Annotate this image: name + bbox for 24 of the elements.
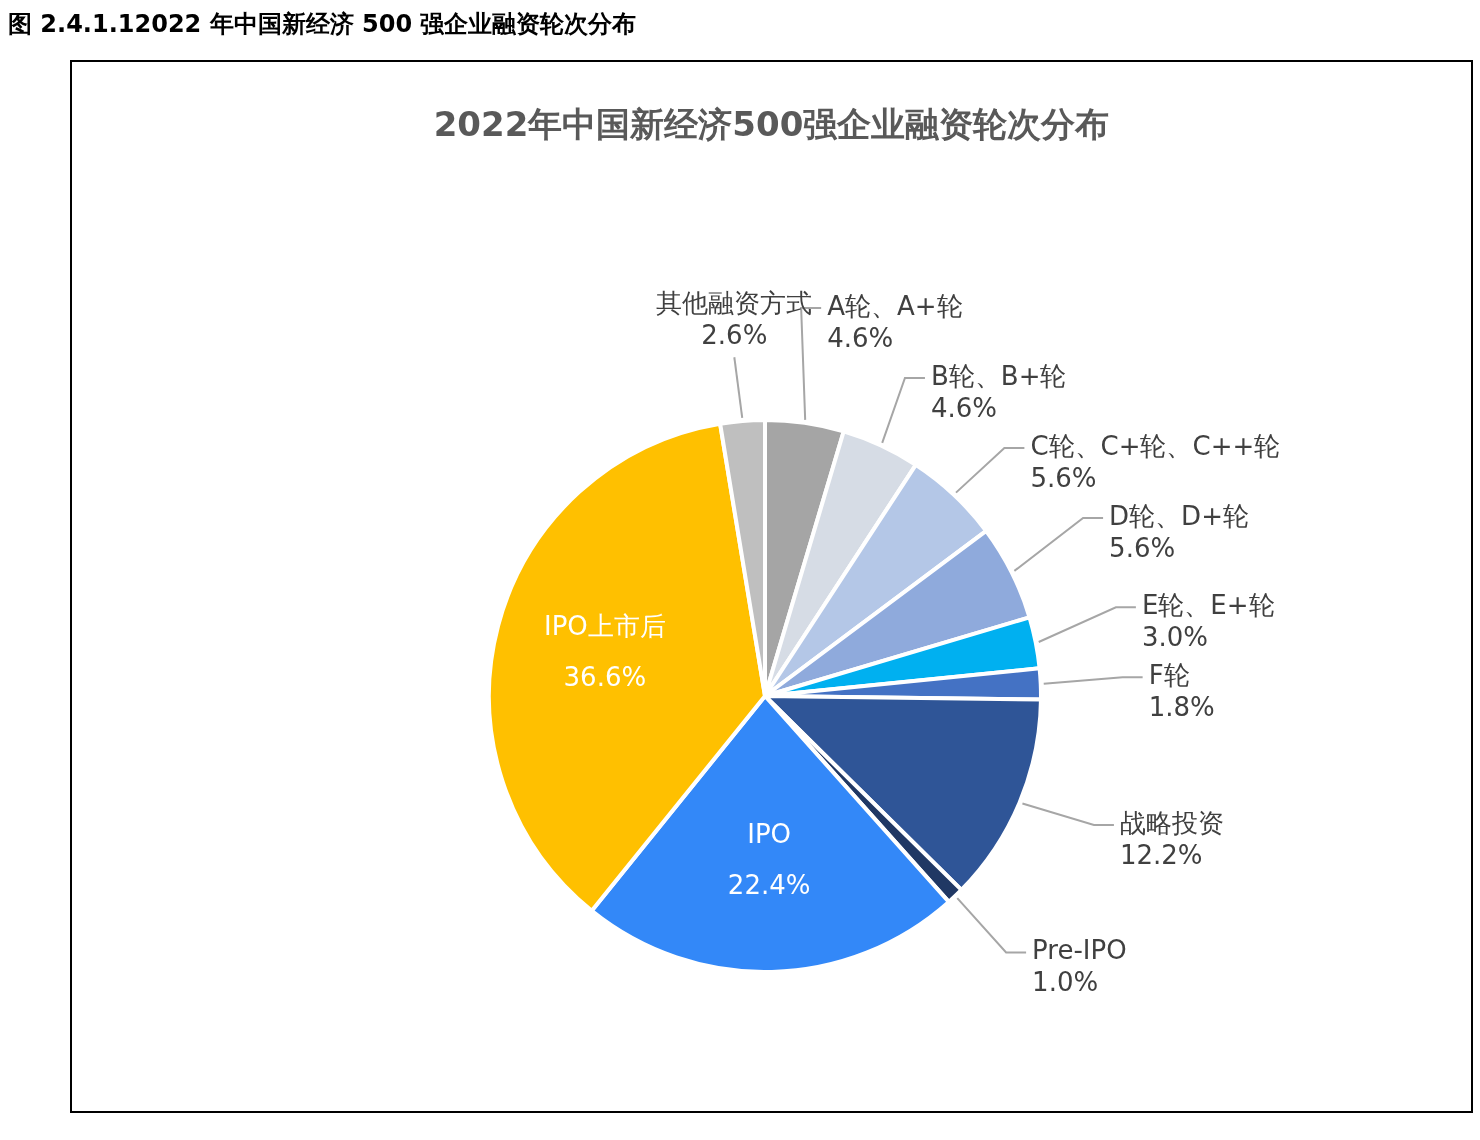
data-label: 1.8% [1148, 691, 1215, 722]
data-label: 12.2% [1119, 839, 1203, 870]
data-label: 4.6% [827, 322, 894, 353]
data-label: 5.6% [1109, 532, 1176, 563]
chart-subtitle: 2022年中国新经济500强企业融资轮次分布 [432, 103, 1111, 146]
data-label: 22.4% [727, 869, 811, 900]
slice-label: C轮、C+轮、C++轮 [1030, 430, 1281, 461]
slice-label: 其他融资方式 [656, 288, 813, 318]
chart-title: 图 2.4.1.12022 年中国新经济 500 强企业融资轮次分布 [8, 9, 638, 40]
slice-label: A轮、A+轮 [827, 290, 963, 321]
slice-label: D轮、D+轮 [1109, 500, 1249, 531]
data-label: 1.0% [1032, 967, 1099, 998]
data-label: 2.6% [701, 320, 768, 350]
data-label: 3.0% [1141, 621, 1208, 652]
slice-label: IPO [747, 818, 792, 849]
data-label: 36.6% [563, 662, 647, 693]
slice-label: 战略投资 [1119, 807, 1224, 838]
data-label: 4.6% [930, 392, 998, 423]
slice-label: E轮、E+轮 [1141, 589, 1275, 620]
data-label: 5.6% [1030, 462, 1097, 493]
slice-label: F轮 [1148, 659, 1190, 690]
slice-label: IPO上市后 [543, 610, 666, 641]
slice-label: B轮、B+轮 [930, 360, 1067, 391]
slice-label: Pre-IPO [1032, 935, 1127, 966]
